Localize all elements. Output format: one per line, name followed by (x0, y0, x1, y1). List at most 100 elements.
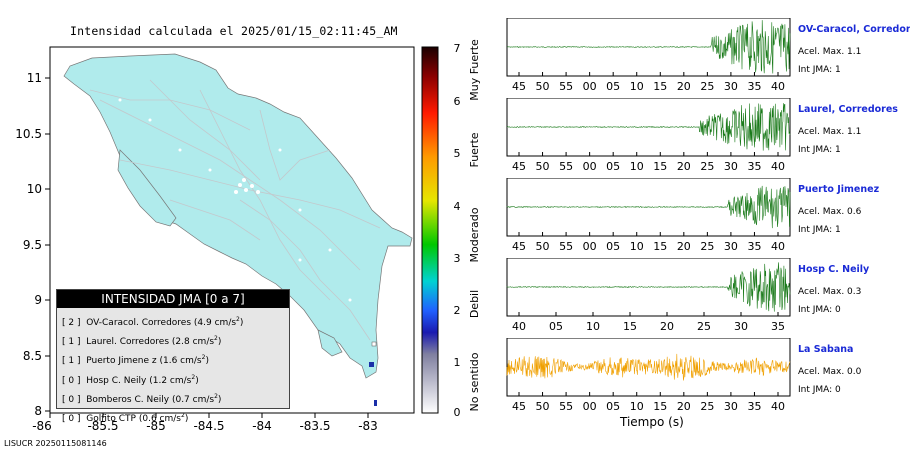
time-axis-label: Tiempo (s) (620, 415, 684, 429)
time-tick-label: 25 (700, 400, 714, 413)
station-name: Laurel, Corredores (798, 104, 898, 115)
waveform-trace (506, 353, 791, 381)
waveform-trace (506, 103, 791, 151)
station-acel-max: Acel. Max. 0.6 (798, 207, 862, 217)
time-tick-label: 25 (697, 320, 711, 333)
time-tick-label: 40 (771, 240, 785, 253)
time-tick-label: 25 (700, 160, 714, 173)
time-tick-label: 35 (747, 160, 761, 173)
time-tick-label: 30 (724, 160, 738, 173)
time-tick-label: 55 (559, 160, 573, 173)
station-int-jma: Int JMA: 1 (798, 145, 841, 155)
time-tick-label: 05 (606, 400, 620, 413)
waveform-panel: 45 50 55 00 05 10 15 20 25 30 35 40 (506, 18, 791, 93)
time-tick-label: 05 (606, 160, 620, 173)
waveform-panel: 40 05 10 15 20 25 30 35 (506, 258, 791, 333)
y-tick-label: 8.5 (23, 349, 42, 363)
colorbar-label: Debil (468, 290, 481, 318)
y-tick-label: 11 (27, 71, 42, 85)
x-tick-label: -85.5 (87, 419, 118, 433)
time-tick-label: 40 (512, 320, 526, 333)
time-tick-label: 15 (653, 160, 667, 173)
time-tick-label: 50 (536, 160, 550, 173)
map-title: Intensidad calculada el 2025/01/15_02:11… (70, 24, 398, 38)
time-tick-label: 30 (724, 240, 738, 253)
legend-entry: [ 0 ] Bomberos C. Neily (0.7 cm/s2) (62, 392, 222, 405)
y-tick-label: 9 (34, 293, 42, 307)
colorbar-tick: 1 (454, 356, 461, 369)
colorbar-label: No sentido (468, 352, 481, 411)
time-tick-label: 45 (512, 400, 526, 413)
waveform-trace (507, 20, 791, 74)
station-acel-max: Acel. Max. 0.3 (798, 287, 862, 297)
legend-entry: [ 0 ] Golfito CTP (0.6 cm/s2) (62, 412, 189, 425)
station-acel-max: Acel. Max. 1.1 (798, 47, 862, 57)
colorbar-label: Moderado (468, 207, 481, 262)
y-tick-label: 8 (34, 404, 42, 418)
station-marker (374, 400, 377, 406)
waveform-panel: 45 50 55 00 05 10 15 20 25 30 35 40 (506, 98, 791, 173)
waveform-trace (506, 185, 791, 229)
time-tick-label: 20 (660, 320, 674, 333)
colorbar-gradient (421, 46, 439, 414)
time-tick-label: 20 (677, 80, 691, 93)
time-tick-label: 35 (747, 240, 761, 253)
station-name: Puerto Jimenez (798, 184, 880, 195)
nicoya-peninsula (117, 149, 177, 227)
time-tick-label: 50 (536, 80, 550, 93)
station-name: OV-Caracol, Corredore (798, 24, 910, 35)
time-tick-label: 20 (677, 160, 691, 173)
time-tick-label: 40 (771, 400, 785, 413)
time-tick-label: 15 (653, 80, 667, 93)
time-tick-label: 30 (734, 320, 748, 333)
time-tick-label: 25 (700, 80, 714, 93)
colorbar-tick: 2 (454, 304, 461, 317)
time-tick-label: 35 (771, 320, 785, 333)
time-tick-label: 35 (747, 400, 761, 413)
colorbar-tick: 3 (454, 252, 461, 265)
time-tick-label: 15 (653, 400, 667, 413)
time-tick-label: 55 (559, 240, 573, 253)
legend-entry: [ 2 ] OV-Caracol. Corredores (4.9 cm/s2) (62, 316, 244, 328)
waveform-trace (506, 262, 791, 312)
town-markers (118, 98, 352, 302)
time-tick-label: 00 (583, 240, 597, 253)
y-tick-label: 10 (27, 182, 42, 196)
station-int-jma: Int JMA: 1 (798, 225, 841, 235)
intensity-legend: INTENSIDAD JMA [0 a 7] [ 2 ] OV-Caracol.… (56, 289, 290, 424)
y-tick-label: 10.5 (15, 127, 42, 141)
x-tick-label: -83.5 (299, 419, 330, 433)
time-tick-label: 40 (771, 80, 785, 93)
time-tick-label: 10 (630, 80, 644, 93)
legend-title: INTENSIDAD JMA [0 a 7] (57, 290, 289, 308)
time-tick-label: 50 (536, 400, 550, 413)
legend-entry: [ 1 ] Puerto Jimene z (1.6 cm/s2) (62, 354, 209, 367)
legend-entry: [ 0 ] Hosp C. Neily (1.2 cm/s2) (62, 373, 199, 386)
time-tick-label: 45 (512, 240, 526, 253)
time-tick-label: 25 (700, 240, 714, 253)
colorbar-tick: 6 (454, 95, 461, 108)
road-network (89, 79, 381, 341)
colorbar-tick: 4 (454, 200, 461, 213)
time-tick-label: 10 (630, 240, 644, 253)
footer-id: LISUCR 20250115081146 (4, 439, 107, 448)
x-tick-label: -83 (358, 419, 378, 433)
legend-entries: [ 2 ] OV-Caracol. Corredores (4.9 cm/s2)… (57, 308, 289, 427)
time-tick-label: 20 (677, 240, 691, 253)
station-name: La Sabana (798, 344, 854, 355)
time-tick-label: 55 (559, 400, 573, 413)
time-tick-label: 30 (724, 80, 738, 93)
time-tick-label: 10 (630, 400, 644, 413)
station-acel-max: Acel. Max. 1.1 (798, 127, 862, 137)
time-tick-label: 30 (724, 400, 738, 413)
time-tick-label: 55 (559, 80, 573, 93)
time-tick-label: 05 (549, 320, 563, 333)
time-tick-label: 10 (586, 320, 600, 333)
time-tick-label: 15 (623, 320, 637, 333)
time-tick-label: 45 (512, 80, 526, 93)
station-marker (371, 341, 377, 347)
time-tick-label: 15 (653, 240, 667, 253)
x-tick-label: -84 (252, 419, 272, 433)
legend-entry: [ 1 ] Laurel. Corredores (2.8 cm/s2) (62, 335, 222, 348)
